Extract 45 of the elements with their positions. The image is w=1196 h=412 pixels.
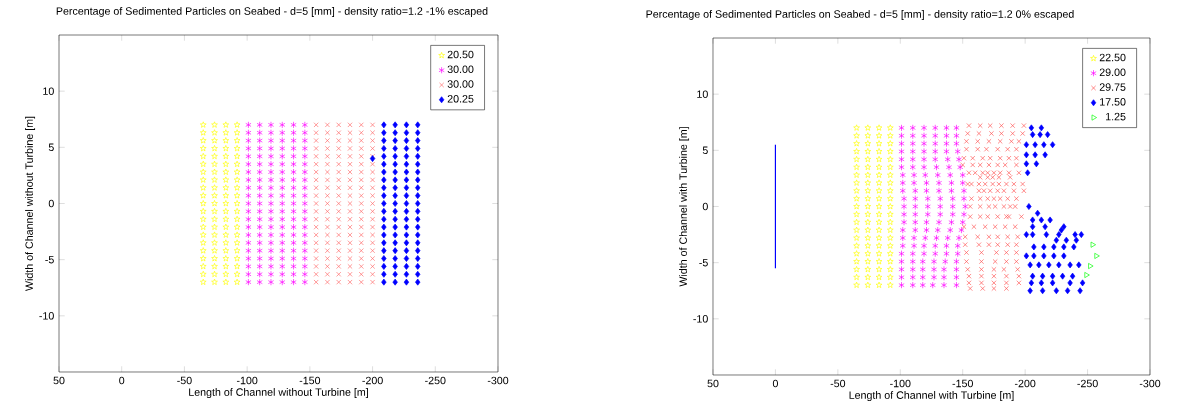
x-tick-label: -50 [177, 376, 192, 385]
x-tick-label: -100 [890, 379, 911, 388]
x-tick-label: 50 [53, 376, 65, 385]
x-tick-label: -200 [362, 376, 383, 385]
x-tick-label: -200 [1014, 379, 1036, 388]
x-tick-label: -150 [952, 379, 973, 388]
x-tick-label: -300 [487, 376, 509, 385]
y-tick-label: 0 [702, 202, 708, 211]
y-tick-label: -10 [693, 315, 708, 323]
legend-label: 30.00 [447, 80, 474, 88]
x-tick-label: 50 [707, 379, 719, 388]
x-tick-label: 0 [119, 376, 125, 385]
chart-title: Percentage of Sedimented Particles on Seabed - d=5 [mm] - density ratio=1.2 -1% escaped [56, 7, 488, 17]
legend-label: 29.00 [1099, 68, 1126, 77]
x-tick-label: -50 [830, 379, 846, 388]
legend-label: 22.50 [1099, 53, 1126, 62]
chart-title: Percentage of Sedimented Particles on Seabed - d=5 [mm] - density ratio=1.2 0% escaped [646, 10, 1074, 20]
y-axis-title: Width of Channel without Turbine [m] [25, 116, 36, 292]
x-tick-label: -150 [299, 376, 321, 385]
x-tick-label: 0 [772, 379, 778, 388]
x-tick-label: -250 [425, 376, 446, 385]
x-axis-title: Length of Channel without Turbine [m] [189, 388, 368, 399]
point [1088, 263, 1094, 270]
y-tick-label: 5 [702, 146, 708, 155]
x-tick-label: -250 [1077, 379, 1098, 388]
legend-label: 20.50 [447, 50, 474, 59]
legend-label: 17.50 [1100, 98, 1126, 106]
x-tick-label: -100 [236, 376, 258, 385]
point [1084, 272, 1090, 279]
y-tick-label: -10 [39, 312, 54, 320]
y-axis-title: Width of Channel with Turbine [m] [679, 127, 690, 287]
y-tick-label: 0 [48, 199, 54, 208]
legend-label: 20.25 [447, 95, 474, 103]
y-tick-label: 10 [697, 90, 708, 98]
y-tick-label: -5 [45, 255, 54, 264]
x-axis-title: Length of Channel with Turbine [m] [849, 391, 1014, 402]
x-tick-label: -300 [1139, 379, 1161, 388]
y-tick-label: -5 [699, 258, 708, 267]
point [1090, 241, 1096, 248]
point [1094, 252, 1100, 259]
legend-label: 1.25 [1106, 112, 1126, 121]
legend-label: 30.00 [447, 65, 474, 74]
y-tick-label: 5 [48, 143, 54, 152]
y-tick-label: 10 [43, 87, 54, 95]
legend-label: 29.75 [1099, 83, 1126, 91]
